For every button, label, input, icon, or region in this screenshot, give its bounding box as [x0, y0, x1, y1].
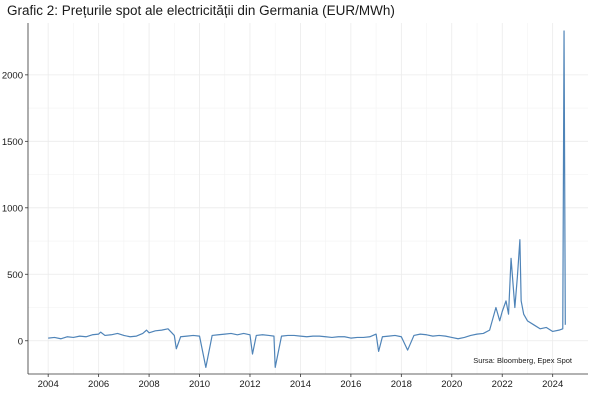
x-tick-label: 2004	[38, 379, 59, 390]
x-tick-label: 2014	[290, 379, 311, 390]
source-note: Sursa: Bloomberg, Epex Spot	[473, 356, 573, 365]
series-layer	[48, 30, 566, 368]
x-tick-label: 2024	[542, 379, 563, 390]
x-tick-label: 2010	[189, 379, 210, 390]
x-tick-label: 2022	[492, 379, 513, 390]
x-tick-label: 2012	[239, 379, 260, 390]
x-tick-label: 2006	[88, 379, 109, 390]
y-tick-label: 1500	[2, 137, 23, 148]
grid-layer	[28, 23, 588, 374]
x-tick-label: 2020	[441, 379, 462, 390]
x-tick-label: 2008	[139, 379, 160, 390]
x-tick-label: 2016	[340, 379, 361, 390]
axis-layer: 0 500 1000 1500 2000 2004 2006 2008 2010 2012 2014…	[2, 23, 588, 390]
y-tick-label: 2000	[2, 70, 23, 81]
y-tick-label: 500	[7, 270, 23, 281]
price-series-line	[48, 30, 566, 368]
y-tick-label: 0	[18, 336, 23, 347]
chart-title: Grafic 2: Prețurile spot ale electricită…	[7, 3, 395, 18]
y-tick-label: 1000	[2, 203, 23, 214]
x-tick-label: 2018	[391, 379, 412, 390]
